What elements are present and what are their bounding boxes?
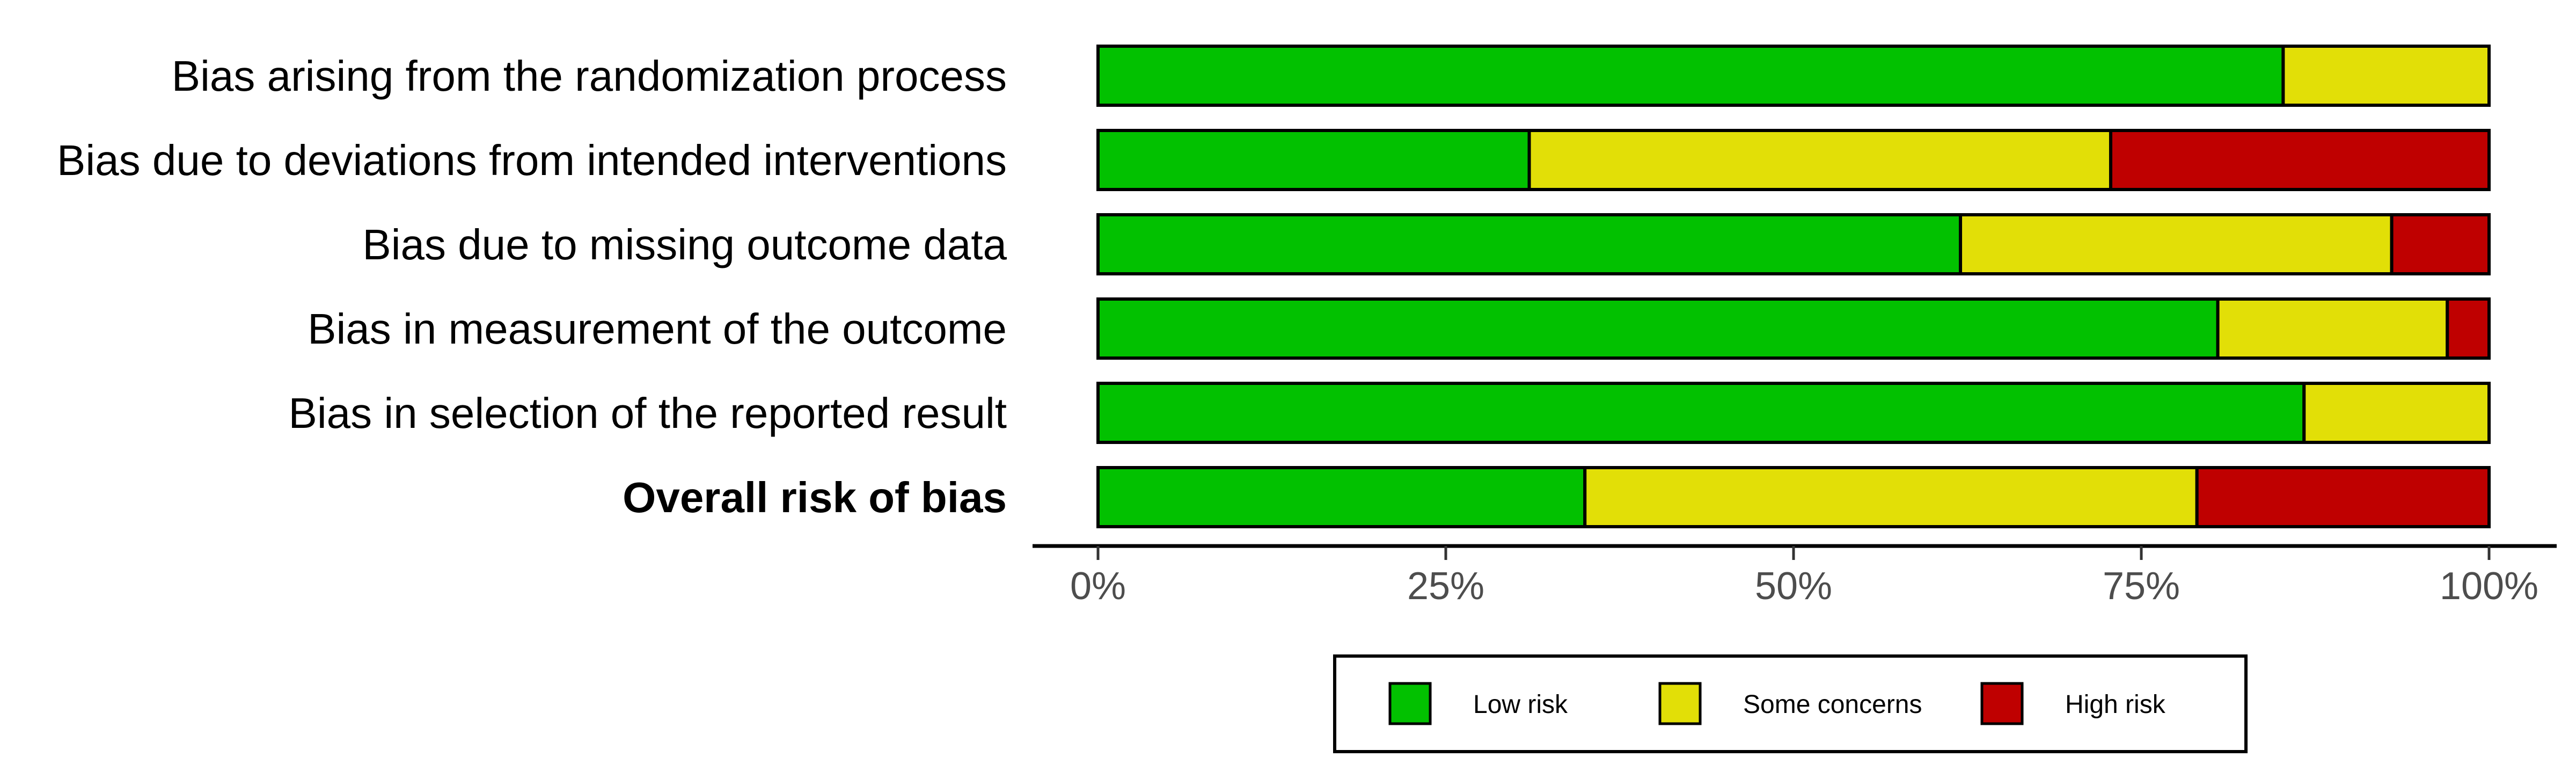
x-tick-label-3: 50% — [1755, 565, 1832, 608]
bar-some-concerns-row-1 — [2281, 45, 2491, 107]
bar-high-risk-row-6 — [2195, 466, 2491, 528]
x-axis: 0% 25% 50% 75% 100% — [1033, 544, 2557, 608]
bar-low-risk-row-1 — [1096, 45, 2285, 107]
category-label-6: Overall risk of bias — [623, 474, 1007, 521]
bar-some-concerns-row-5 — [2302, 382, 2491, 444]
category-label-3: Bias due to missing outcome data — [362, 221, 1007, 268]
bar-low-risk-row-3 — [1096, 213, 1963, 275]
category-label-1: Bias arising from the randomization proc… — [172, 52, 1007, 100]
legend-label-some-concerns: Some concerns — [1743, 690, 1922, 719]
bar-some-concerns-row-3 — [1959, 213, 2394, 275]
legend: Low risk Some concerns High risk — [1333, 654, 2248, 753]
category-label-2: Bias due to deviations from intended int… — [57, 136, 1007, 184]
legend-swatch-some-concerns — [1658, 682, 1702, 725]
bar-some-concerns-row-6 — [1583, 466, 2199, 528]
bar-high-risk-row-4 — [2446, 297, 2491, 360]
bar-low-risk-row-6 — [1096, 466, 1587, 528]
bar-low-risk-row-5 — [1096, 382, 2306, 444]
category-label-4: Bias in measurement of the outcome — [308, 305, 1007, 353]
bar-high-risk-row-3 — [2390, 213, 2491, 275]
bars-layer — [1096, 45, 2491, 528]
bar-low-risk-row-2 — [1096, 129, 1531, 191]
bar-some-concerns-row-4 — [2216, 297, 2449, 360]
x-tick-label-1: 0% — [1070, 565, 1126, 608]
legend-label-high-risk: High risk — [2065, 690, 2166, 719]
category-labels: Bias arising from the randomization proc… — [57, 52, 1007, 521]
bar-low-risk-row-4 — [1096, 297, 2220, 360]
x-tick-label-4: 75% — [2103, 565, 2180, 608]
x-tick-label-2: 25% — [1407, 565, 1484, 608]
bar-some-concerns-row-2 — [1527, 129, 2112, 191]
x-tick-label-5: 100% — [2440, 565, 2538, 608]
legend-label-low-risk: Low risk — [1473, 690, 1568, 719]
legend-box — [1333, 654, 2248, 753]
legend-swatch-high-risk — [1980, 682, 2024, 725]
bar-high-risk-row-2 — [2109, 129, 2491, 191]
category-label-5: Bias in selection of the reported result — [288, 389, 1007, 437]
legend-swatch-low-risk — [1388, 682, 1432, 725]
